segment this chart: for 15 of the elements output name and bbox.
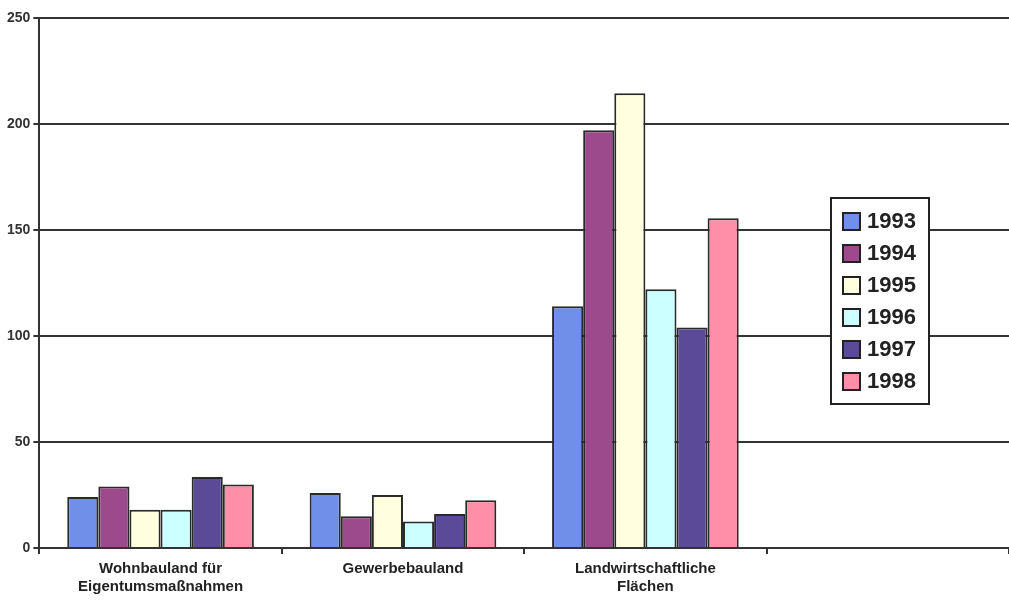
y-tick-label: 100 <box>7 326 31 343</box>
y-tick-label: 250 <box>7 8 31 25</box>
y-tick-label: 200 <box>7 114 31 131</box>
x-tick-label: Landwirtschaftliche Flächen <box>574 559 716 595</box>
legend-label: 1996 <box>867 304 916 330</box>
legend-label: 1995 <box>867 272 916 298</box>
x-tick-label: Wohnbauland für Eigentumsmaßnahmen <box>78 559 244 595</box>
legend-label: 1997 <box>867 336 916 362</box>
legend-label: 1993 <box>867 208 916 234</box>
legend-label: 1998 <box>867 368 916 394</box>
y-tick-label: 150 <box>7 220 31 237</box>
x-tick-label: Gewerbebauland <box>342 559 464 577</box>
legend-label: 1994 <box>867 240 916 266</box>
y-tick-label: 50 <box>14 432 31 449</box>
y-tick-label: 0 <box>22 538 31 555</box>
